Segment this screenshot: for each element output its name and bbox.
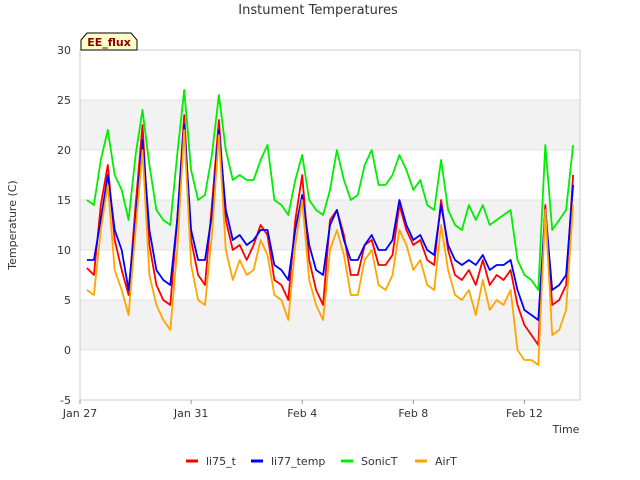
y-tick-label: -5 [60, 394, 71, 407]
series-layer [86, 89, 574, 366]
legend-item: li77_temp [251, 455, 325, 468]
legend-item: AirT [415, 455, 457, 468]
legend-item: li75_t [186, 455, 237, 468]
legend-label: li75_t [206, 455, 237, 468]
x-axis-ticks: Jan 27 Jan 31 Feb 4 Feb 8 Feb 12 [62, 400, 543, 420]
badge-label: EE_flux [87, 36, 131, 49]
ee-flux-badge: EE_flux [80, 32, 138, 51]
x-axis-label: Time [552, 423, 580, 436]
y-axis-ticks: -5 0 5 10 15 20 25 30 [57, 44, 71, 407]
y-tick-label: 30 [57, 44, 71, 57]
y-tick-label: 20 [57, 144, 71, 157]
x-tick-label: Feb 4 [287, 407, 317, 420]
legend-label: AirT [435, 455, 457, 468]
background-band [80, 300, 580, 350]
chart-title: Instument Temperatures [238, 3, 398, 18]
legend-item: SonicT [341, 455, 398, 468]
y-tick-label: 15 [57, 194, 71, 207]
x-tick-label: Feb 12 [506, 407, 543, 420]
plot-frame [79, 49, 581, 401]
background-band [80, 100, 580, 150]
badge-shape [80, 32, 138, 51]
y-tick-label: 5 [64, 294, 71, 307]
x-tick-label: Jan 27 [62, 407, 97, 420]
legend: li75_t li77_temp SonicT AirT [186, 455, 457, 468]
x-tick-label: Feb 8 [398, 407, 428, 420]
series-line-li77-temp [86, 124, 574, 321]
y-axis-label: Temperature (C) [6, 180, 19, 270]
y-tick-label: 0 [64, 344, 71, 357]
series-line-li75-t [86, 114, 574, 346]
legend-label: SonicT [361, 455, 398, 468]
series-line-airt [86, 129, 574, 366]
x-tick-label: Jan 31 [173, 407, 208, 420]
y-tick-label: 25 [57, 94, 71, 107]
y-tick-label: 10 [57, 244, 71, 257]
series-line-sonict [86, 89, 574, 291]
legend-label: li77_temp [271, 455, 325, 468]
